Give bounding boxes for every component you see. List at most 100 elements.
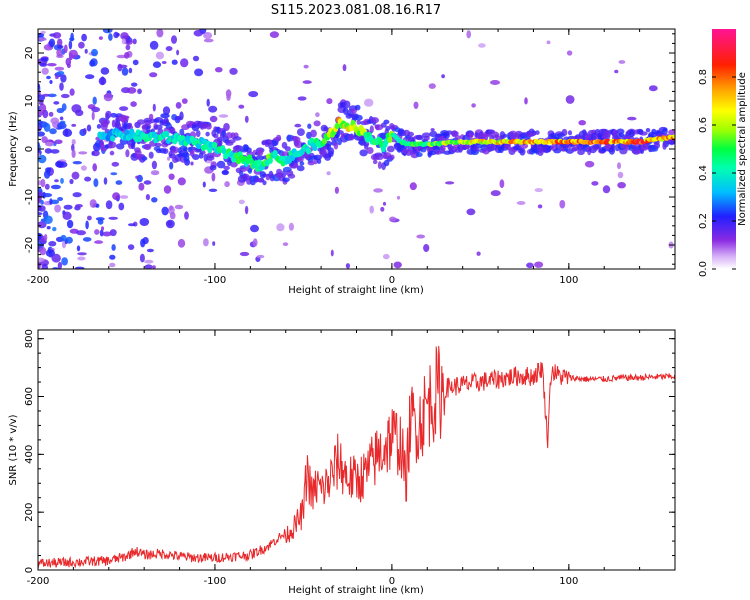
heatmap-noise-cell <box>38 212 43 216</box>
heatmap-noise-cell <box>38 37 47 41</box>
heatmap-noise-cell <box>102 29 113 34</box>
heatmap-halo-cell <box>451 130 458 138</box>
heatmap-halo-cell <box>234 144 241 152</box>
heatmap-noise-cell <box>76 245 81 252</box>
heatmap-noise-cell <box>75 109 84 117</box>
heatmap-noise-cell <box>193 29 203 37</box>
heatmap-noise-cell <box>61 257 68 266</box>
heatmap-ridge-cell <box>124 129 130 136</box>
heatmap-noise-cell <box>490 190 501 197</box>
heatmap-halo-cell <box>104 119 110 125</box>
heatmap-halo-cell <box>307 160 315 166</box>
heatmap-noise-cell <box>226 93 231 101</box>
heatmap-halo-cell <box>209 164 217 171</box>
snr-x-axis-label: Height of straight line (km) <box>288 585 424 596</box>
heatmap-noise-cell <box>163 185 172 194</box>
heatmap-halo-cell <box>116 143 125 150</box>
heatmap-noise-cell <box>115 180 123 185</box>
heatmap-halo-cell <box>356 120 361 125</box>
heatmap-halo-cell <box>109 150 115 156</box>
heatmap-noise-cell <box>276 223 285 232</box>
heatmap-noise-cell <box>82 128 87 134</box>
heatmap-noise-cell <box>389 216 397 222</box>
snr-x-tick-label: 0 <box>389 576 395 587</box>
heatmap-halo-cell <box>383 159 390 167</box>
heatmap-noise-cell <box>396 195 401 200</box>
heatmap-noise-cell <box>244 205 249 215</box>
heatmap-halo-cell <box>130 142 136 150</box>
heatmap-noise-cell <box>89 199 97 208</box>
heatmap-noise-cell <box>69 37 75 41</box>
heatmap-halo-cell <box>262 180 267 186</box>
heatmap-noise-cell <box>65 236 73 244</box>
heatmap-noise-cell <box>478 43 486 48</box>
heatmap-noise-cell <box>59 82 64 91</box>
heatmap-halo-cell <box>567 130 573 136</box>
heatmap-noise-cell <box>120 32 129 40</box>
spectrogram-y-tick-label: 20 <box>24 47 35 60</box>
heatmap-noise-cell <box>176 49 180 56</box>
heatmap-noise-cell <box>152 265 156 269</box>
heatmap-ridge-cell <box>334 122 340 130</box>
heatmap-noise-cell <box>466 208 476 216</box>
heatmap-noise-cell <box>160 113 170 119</box>
heatmap-noise-cell <box>143 180 152 185</box>
heatmap-noise-cell <box>102 231 112 237</box>
heatmap-noise-cell <box>65 57 72 66</box>
heatmap-noise-cell <box>152 103 156 112</box>
heatmap-noise-cell <box>51 253 61 263</box>
heatmap-noise-cell <box>60 74 67 83</box>
heatmap-halo-cell <box>375 153 384 161</box>
heatmap-halo-cell <box>195 130 201 138</box>
colorbar <box>712 29 736 269</box>
heatmap-noise-cell <box>91 106 100 113</box>
heatmap-noise-cell <box>86 124 92 132</box>
heatmap-noise-cell <box>149 40 159 50</box>
heatmap-noise-cell <box>128 67 133 74</box>
heatmap-ridge-cell <box>164 130 170 138</box>
heatmap-halo-cell <box>415 134 424 141</box>
heatmap-halo-cell <box>472 146 480 152</box>
heatmap-noise-cell <box>38 120 43 124</box>
heatmap-noise-cell <box>55 161 64 168</box>
heatmap-noise-cell <box>121 67 129 76</box>
heatmap-noise-cell <box>75 204 83 208</box>
heatmap-noise-cell <box>42 109 49 119</box>
heatmap-noise-cell <box>131 82 138 87</box>
heatmap-halo-cell <box>519 143 529 149</box>
heatmap-noise-cell <box>194 68 204 77</box>
heatmap-halo-cell <box>377 161 382 170</box>
heatmap-halo-cell <box>668 129 675 136</box>
heatmap-noise-cell <box>146 248 154 253</box>
heatmap-halo-cell <box>127 122 133 128</box>
heatmap-noise-cell <box>138 182 145 191</box>
heatmap-noise-cell <box>499 179 505 189</box>
colorbar-tick-label: 0.6 <box>698 117 709 133</box>
heatmap-noise-cell <box>334 186 339 194</box>
heatmap-noise-cell <box>578 120 586 126</box>
heatmap-halo-cell <box>141 156 148 161</box>
heatmap-noise-cell <box>44 183 50 190</box>
heatmap-noise-cell <box>48 111 54 117</box>
heatmap-noise-cell <box>119 106 129 111</box>
heatmap-noise-cell <box>534 261 544 268</box>
heatmap-ridge-cell <box>672 134 675 139</box>
heatmap-noise-cell <box>315 112 320 118</box>
heatmap-noise-cell <box>155 51 164 60</box>
heatmap-halo-cell <box>136 119 146 125</box>
heatmap-halo-cell <box>369 125 374 134</box>
heatmap-noise-cell <box>119 195 129 199</box>
heatmap-halo-cell <box>385 125 391 131</box>
heatmap-halo-cell <box>610 144 615 150</box>
heatmap-halo-cell <box>100 122 108 131</box>
heatmap-halo-cell <box>216 126 221 135</box>
heatmap-halo-cell <box>296 128 305 137</box>
heatmap-noise-cell <box>47 93 57 98</box>
heatmap-halo-cell <box>553 148 562 154</box>
heatmap-noise-cell <box>127 244 135 251</box>
heatmap-noise-cell <box>128 223 136 227</box>
heatmap-halo-cell <box>359 149 368 157</box>
heatmap-noise-cell <box>617 182 626 189</box>
heatmap-noise-cell <box>97 218 104 225</box>
heatmap-noise-cell <box>116 54 127 59</box>
